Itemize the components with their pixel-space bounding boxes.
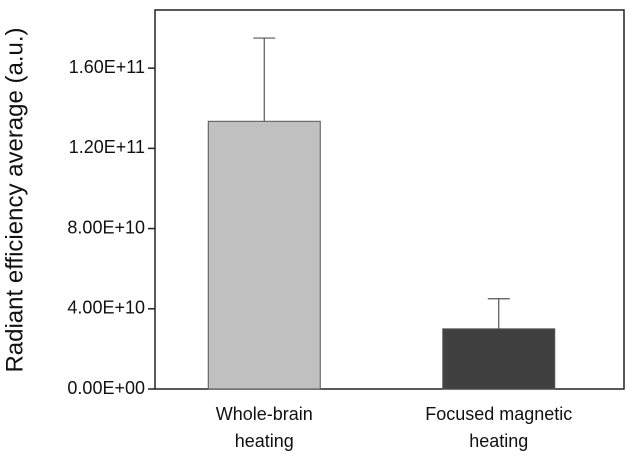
y-tick-label: 4.00E+10 <box>67 298 145 318</box>
y-tick-label: 1.20E+11 <box>69 137 145 157</box>
y-tick-label: 0.00E+00 <box>67 378 145 398</box>
x-tick-label: heating <box>235 431 294 451</box>
x-tick-label: heating <box>469 431 528 451</box>
bar <box>207 120 321 390</box>
x-tick-label: Focused magnetic <box>425 404 572 424</box>
y-tick-label: 1.60E+11 <box>69 57 145 77</box>
plot-frame <box>154 9 625 390</box>
y-axis-label: Radiant efficiency average (a.u.) <box>1 27 28 372</box>
y-tick-label: 8.00E+10 <box>67 217 145 237</box>
bar <box>442 328 556 390</box>
x-tick-label: Whole-brain <box>216 404 313 424</box>
